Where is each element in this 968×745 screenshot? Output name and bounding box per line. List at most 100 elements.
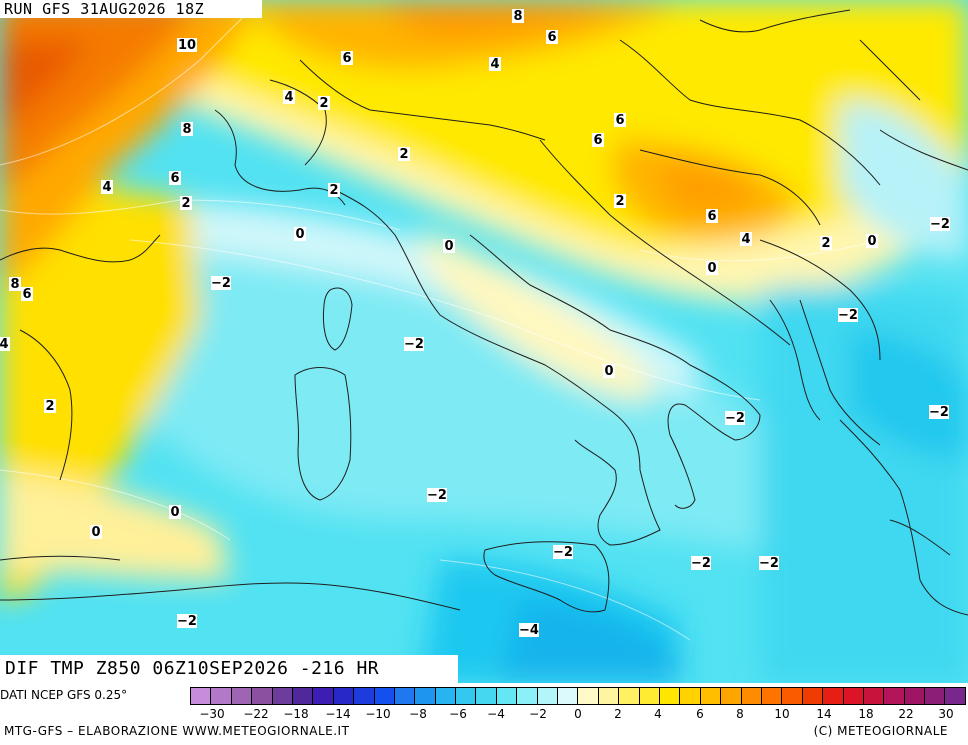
contour-label-bg [180, 196, 192, 210]
contour-label: 6 [22, 287, 31, 302]
contour-label: 2 [615, 194, 624, 209]
legend-swatch [435, 688, 457, 704]
legend-tick-label: 22 [898, 707, 914, 721]
contour-label-bg [328, 183, 340, 197]
contour-label-bg [44, 399, 56, 413]
contour-label: −4 [519, 623, 539, 638]
contour-label-bg [169, 171, 181, 185]
contour-label: 0 [604, 364, 613, 379]
legend-swatch [945, 688, 965, 704]
legend-swatch [537, 688, 559, 704]
legend-swatch [252, 688, 273, 704]
contour-label: −2 [427, 488, 447, 503]
contour-label: 2 [821, 236, 830, 251]
legend-swatch [700, 688, 722, 704]
legend-swatch [415, 688, 436, 704]
legend-tick-label: 18 [858, 707, 874, 721]
legend-tick-label: −10 [365, 707, 391, 721]
contour-label-bg [101, 180, 113, 194]
contour-label: 2 [319, 96, 328, 111]
contour-label-bg [398, 147, 410, 161]
contour-label-bg [443, 239, 455, 253]
color-legend-ticks: −30 −22 −18 −14 −10 −8 −6 −4 −2 0 2 4 6 8 10 14 18 22 30 [190, 707, 966, 723]
contour-label: 6 [170, 171, 179, 186]
legend-swatch [863, 688, 885, 704]
contour-label: 0 [707, 261, 716, 276]
contour-label: 8 [513, 9, 522, 24]
legend-swatch [333, 688, 355, 704]
contour-label: −2 [691, 556, 711, 571]
contour-label: −2 [404, 337, 424, 352]
contour-label: 2 [399, 147, 408, 162]
contour-label-bg [691, 556, 711, 570]
legend-tick-label: −14 [325, 707, 351, 721]
contour-label-bg [592, 133, 604, 147]
contour-label: 4 [102, 180, 111, 195]
legend-swatch [578, 688, 599, 704]
footer-credit-right: (C) METEOGIORNALE [813, 724, 948, 738]
legend-tick-label: −2 [529, 707, 547, 721]
contour-label-bg [866, 234, 878, 248]
contour-label: −2 [211, 276, 231, 291]
legend-tick-label: 0 [574, 707, 582, 721]
contour-label-bg [294, 227, 306, 241]
contour-label-bg [930, 217, 950, 231]
legend-swatch [598, 688, 620, 704]
legend-swatch [191, 688, 212, 704]
contour-label: 2 [181, 196, 190, 211]
legend-tick-label: −22 [243, 707, 269, 721]
legend-tick-label: −4 [487, 707, 505, 721]
contour-label-bg [181, 122, 193, 136]
contour-label-bg [546, 30, 558, 44]
legend-swatch [741, 688, 762, 704]
contour-label-bg [90, 525, 102, 539]
contour-label-bg [553, 545, 573, 559]
contour-label: 6 [547, 30, 556, 45]
contour-label: −2 [929, 405, 949, 420]
contour-label: 6 [615, 113, 624, 128]
contour-label-bg [283, 90, 295, 104]
contour-label-bg [725, 411, 745, 425]
contour-label-bg [838, 308, 858, 322]
contour-label-bg [341, 51, 353, 65]
legend-swatch [354, 688, 375, 704]
legend-swatch [231, 688, 253, 704]
contour-label-bg [177, 614, 197, 628]
coastlines-and-borders [0, 9, 968, 616]
legend-swatch [884, 688, 905, 704]
contour-label-bg [211, 276, 231, 290]
footer-credit-left: MTG-GFS – ELABORAZIONE WWW.METEOGIORNALE… [4, 724, 350, 738]
legend-tick-label: −18 [283, 707, 309, 721]
legend-swatch [211, 688, 232, 704]
contour-label-bg [740, 232, 752, 246]
legend-swatch [823, 688, 844, 704]
run-label: RUN GFS 31AUG2026 18Z [0, 0, 262, 18]
contour-label: −2 [725, 411, 745, 426]
legend-tick-label: 6 [696, 707, 704, 721]
contour-label: 10 [178, 38, 196, 53]
legend-swatch [272, 688, 293, 704]
contour-label-bg [404, 337, 424, 351]
contour-label-bg [929, 405, 949, 419]
legend-tick-label: 2 [614, 707, 622, 721]
legend-swatch [925, 688, 946, 704]
contour-label-bg [820, 236, 832, 250]
contour-label-bg [706, 261, 718, 275]
legend-swatch [374, 688, 395, 704]
legend-swatch [843, 688, 864, 704]
legend-swatch [802, 688, 824, 704]
contour-label: 0 [170, 505, 179, 520]
legend-swatch [558, 688, 579, 704]
legend-swatch [517, 688, 538, 704]
contour-label-bg [489, 57, 501, 71]
contour-label-bg [519, 623, 539, 637]
contour-label: −2 [177, 614, 197, 629]
contour-label: −2 [759, 556, 779, 571]
contour-label: 0 [867, 234, 876, 249]
contour-label-bg [512, 9, 524, 23]
contour-label: 8 [182, 122, 191, 137]
data-source-label: DATI NCEP GFS 0.25° [0, 688, 128, 702]
